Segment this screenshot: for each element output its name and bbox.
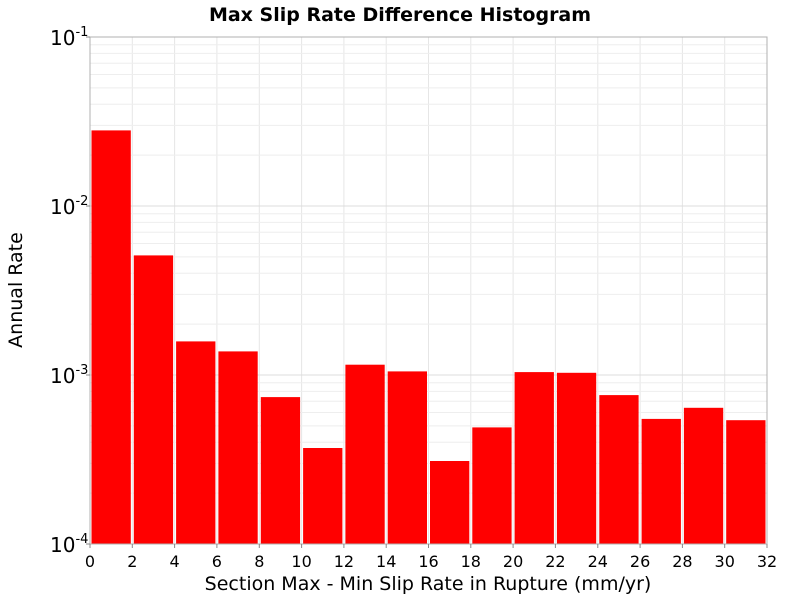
x-tick-label: 20 [503,552,523,571]
histogram-bar [303,448,343,544]
histogram-bar [176,341,216,544]
x-tick-label: 16 [418,552,438,571]
x-tick-label: 26 [630,552,650,571]
x-tick-label: 2 [127,552,137,571]
x-tick-label: 30 [715,552,735,571]
histogram-bar [683,407,724,544]
histogram-bar [514,372,554,544]
x-axis-label: Section Max - Min Slip Rate in Rupture (… [205,573,652,595]
x-tick-label: 4 [170,552,180,571]
y-tick-label: 10-3 [50,363,88,388]
histogram-bar [260,397,301,544]
x-tick-label: 14 [376,552,396,571]
histogram-bar [387,371,427,544]
y-axis-ticks: 10-1 10-2 10-3 10-4 [50,25,90,557]
y-tick-label: 10-4 [50,532,88,557]
histogram-bar [218,351,258,544]
y-tick-label: 10-1 [50,25,88,50]
y-axis-label: Annual Rate [5,232,27,348]
x-tick-label: 12 [334,552,354,571]
x-tick-label: 8 [254,552,264,571]
x-tick-label: 10 [291,552,311,571]
chart-title: Max Slip Rate Difference Histogram [209,4,591,26]
histogram-bar [133,255,174,544]
x-tick-label: 0 [85,552,95,571]
histogram-bar [91,130,131,544]
histogram-bar [345,364,385,544]
histogram-bar [599,395,639,544]
histogram-bar [726,420,766,544]
histogram-bar [641,418,681,544]
x-tick-label: 6 [212,552,222,571]
histogram-bar [556,372,597,544]
histogram-bar [472,427,512,544]
bars-group [91,130,766,544]
x-tick-label: 32 [757,552,777,571]
x-axis-ticks: 0 2 4 6 8 10 12 14 16 18 20 22 24 26 28 30 32 [85,544,777,571]
x-tick-label: 18 [461,552,481,571]
x-tick-label: 22 [545,552,565,571]
y-tick-label: 10-2 [50,194,88,219]
histogram-bar [430,461,470,544]
x-tick-label: 24 [588,552,608,571]
x-tick-label: 28 [672,552,692,571]
